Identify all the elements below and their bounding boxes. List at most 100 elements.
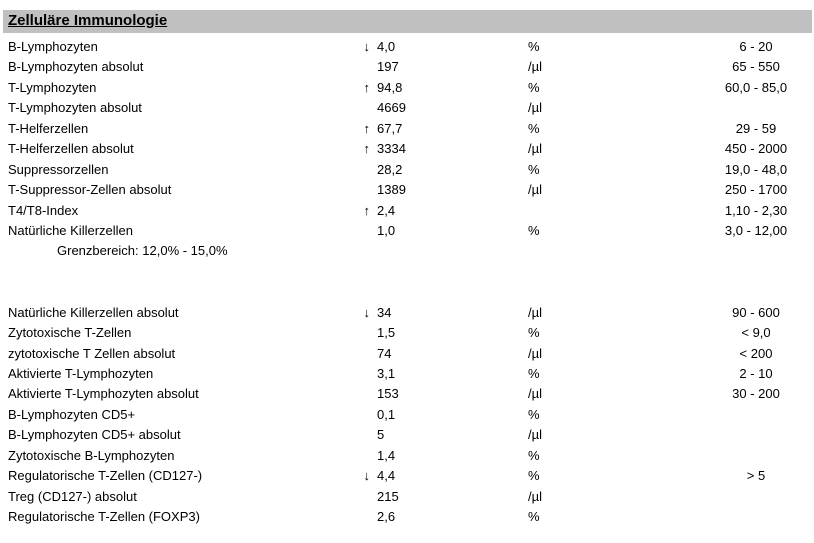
table-row: T-Suppressor-Zellen absolut 1389 /µl 250… xyxy=(0,180,814,200)
test-name: Zytotoxische T-Zellen xyxy=(8,325,132,341)
result-value: 197 xyxy=(377,59,399,75)
reference-range: 90 - 600 xyxy=(732,304,780,320)
result-unit: /µl xyxy=(528,386,542,402)
reference-range: 60,0 - 85,0 xyxy=(724,79,788,95)
test-name: Aktivierte T-Lymphozyten absolut xyxy=(8,386,199,402)
reference-range: 65 - 550 xyxy=(732,59,780,75)
test-name: T4/T8-Index xyxy=(8,202,79,218)
result-value: 4,4 xyxy=(377,468,396,484)
table-row: Regulatorische T-Zellen (FOXP3) 2,6 % xyxy=(0,507,814,527)
reference-range xyxy=(701,425,811,445)
result-value: 28,2 xyxy=(377,161,403,177)
result-unit: % xyxy=(528,161,540,177)
flag-cell xyxy=(344,57,374,77)
flag-cell xyxy=(344,384,374,404)
flag-cell xyxy=(344,180,374,200)
result-value: 1,4 xyxy=(377,447,396,463)
table-row: Suppressorzellen 28,2 % 19,0 - 48,0 xyxy=(0,160,814,180)
test-name: Natürliche Killerzellen xyxy=(8,222,133,238)
result-unit: % xyxy=(528,366,540,381)
result-value: 1,5 xyxy=(377,325,396,341)
arrow-down-icon: ↓ xyxy=(363,39,371,54)
result-unit: /µl xyxy=(528,488,542,504)
reference-range xyxy=(701,446,811,466)
result-unit: /µl xyxy=(528,304,542,320)
result-value: 1389 xyxy=(377,182,406,198)
result-value: 3334 xyxy=(377,141,406,157)
note-text: Grenzbereich: 12,0% - 15,0% xyxy=(57,243,228,259)
test-name: Regulatorische T-Zellen (CD127-) xyxy=(8,468,203,484)
reference-range: 29 - 59 xyxy=(735,120,777,136)
table-row: T4/T8-Index ↑ 2,4 1,10 - 2,30 xyxy=(0,201,814,221)
table-row: T-Helferzellen absolut ↑ 3334 /µl 450 - … xyxy=(0,139,814,159)
flag-cell xyxy=(344,507,374,527)
arrow-up-icon: ↑ xyxy=(363,202,371,218)
result-value: 34 xyxy=(377,304,392,320)
result-unit: % xyxy=(528,39,540,54)
table-row: zytotoxische T Zellen absolut 74 /µl < 2… xyxy=(0,344,814,364)
arrow-up-icon: ↑ xyxy=(363,120,371,136)
flag-cell xyxy=(344,323,374,343)
result-unit: /µl xyxy=(528,345,542,361)
reference-range: 1,10 - 2,30 xyxy=(724,202,788,218)
result-value: 74 xyxy=(377,345,392,361)
test-name: Regulatorische T-Zellen (FOXP3) xyxy=(8,509,200,525)
test-name: zytotoxische T Zellen absolut xyxy=(8,345,176,361)
arrow-down-icon: ↓ xyxy=(363,468,371,484)
table-row: Treg (CD127-) absolut 215 /µl xyxy=(0,487,814,507)
reference-range: 30 - 200 xyxy=(732,386,780,402)
flag-cell xyxy=(344,364,374,384)
result-unit: % xyxy=(528,120,540,136)
test-name: T-Lymphozyten absolut xyxy=(8,100,142,116)
result-unit: % xyxy=(528,79,540,95)
test-name: T-Helferzellen xyxy=(8,120,89,136)
reference-range xyxy=(701,487,811,507)
reference-range: 450 - 2000 xyxy=(724,141,788,157)
table-row: Natürliche Killerzellen 1,0 % 3,0 - 12,0… xyxy=(0,221,814,241)
result-unit: % xyxy=(528,406,540,422)
result-value: 153 xyxy=(377,386,399,402)
test-name: Natürliche Killerzellen absolut xyxy=(8,304,179,320)
result-unit: % xyxy=(528,222,540,238)
result-unit: % xyxy=(528,447,540,463)
arrow-down-icon: ↓ xyxy=(363,304,371,320)
reference-range xyxy=(701,98,811,118)
flag-cell xyxy=(344,487,374,507)
reference-range: 3,0 - 12,00 xyxy=(724,222,788,238)
flag-cell xyxy=(344,160,374,180)
table-row: T-Helferzellen ↑ 67,7 % 29 - 59 xyxy=(0,119,814,139)
table-row: Zytotoxische T-Zellen 1,5 % < 9,0 xyxy=(0,323,814,343)
result-value: 4,0 xyxy=(377,39,396,54)
reference-range: < 9,0 xyxy=(741,325,771,341)
reference-range: 250 - 1700 xyxy=(724,182,788,198)
result-value: 5 xyxy=(377,427,385,443)
reference-range: > 5 xyxy=(746,468,766,484)
table-row: T-Lymphozyten ↑ 94,8 % 60,0 - 85,0 xyxy=(0,78,814,98)
result-unit: /µl xyxy=(528,427,542,443)
section-title: Zelluläre Immunologie xyxy=(8,12,168,29)
flag-cell xyxy=(344,344,374,364)
result-unit: /µl xyxy=(528,141,542,157)
reference-range: 6 - 20 xyxy=(739,39,773,54)
table-row: Aktivierte T-Lymphozyten 3,1 % 2 - 10 xyxy=(0,364,814,384)
flag-cell xyxy=(344,221,374,241)
blank-row xyxy=(0,262,814,282)
test-name: B-Lymphozyten CD5+ xyxy=(8,406,136,422)
test-name: B-Lymphozyten absolut xyxy=(8,59,144,75)
table-row: B-Lymphozyten CD5+ 0,1 % xyxy=(0,405,814,425)
result-value: 4669 xyxy=(377,100,406,116)
result-value: 215 xyxy=(377,488,399,504)
table-row: T-Lymphozyten absolut 4669 /µl xyxy=(0,98,814,118)
result-value: 0,1 xyxy=(377,406,396,422)
result-value: 94,8 xyxy=(377,79,403,95)
table-row: B-Lymphozyten absolut 197 /µl 65 - 550 xyxy=(0,57,814,77)
arrow-up-icon: ↑ xyxy=(363,141,371,157)
flag-cell xyxy=(344,98,374,118)
result-unit: % xyxy=(528,509,540,525)
result-unit: % xyxy=(528,468,540,484)
result-unit xyxy=(525,201,701,221)
result-value: 67,7 xyxy=(377,120,403,136)
result-value: 1,0 xyxy=(377,222,396,238)
blank-row xyxy=(0,282,814,302)
